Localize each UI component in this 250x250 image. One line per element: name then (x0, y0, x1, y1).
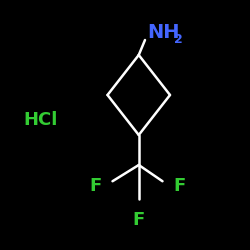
Text: 2: 2 (174, 33, 182, 46)
Text: F: F (132, 211, 145, 229)
Text: F: F (89, 177, 101, 195)
Text: F: F (174, 177, 186, 195)
Text: NH: NH (148, 23, 180, 42)
Text: HCl: HCl (24, 111, 58, 129)
